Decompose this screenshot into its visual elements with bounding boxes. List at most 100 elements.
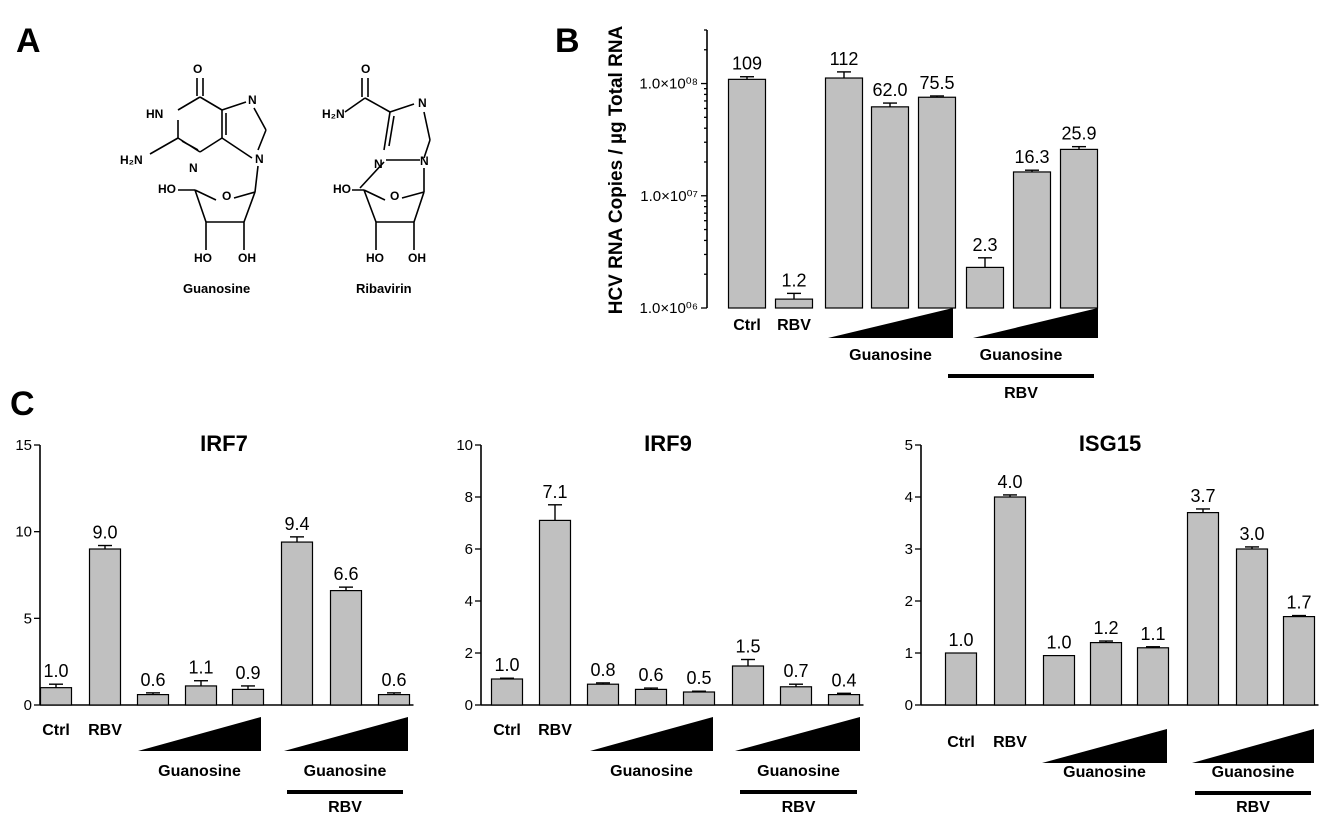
bar-guanosine-1 bbox=[1042, 654, 1076, 706]
data-label: 1.0 bbox=[43, 661, 68, 681]
bar-rbv bbox=[774, 298, 814, 309]
atom-label: O bbox=[222, 189, 231, 203]
bar-guanosine-3 bbox=[917, 96, 957, 309]
data-label: 25.9 bbox=[1061, 124, 1096, 144]
bar-guanosine+rbv-3 bbox=[377, 693, 411, 706]
data-label: 75.5 bbox=[919, 73, 954, 93]
atom-label: HO bbox=[333, 182, 351, 196]
data-label: 6.6 bbox=[333, 564, 358, 584]
atom-label: H₂N bbox=[322, 107, 345, 121]
group-label-rbv: RBV bbox=[1004, 385, 1038, 402]
data-label: 1.2 bbox=[781, 270, 806, 290]
dose-ramp-1 bbox=[828, 308, 953, 338]
atom-label: N bbox=[255, 152, 264, 166]
guanosine-bonds bbox=[149, 78, 267, 250]
bar-guanosine+rbv-2 bbox=[1012, 171, 1052, 309]
data-label: 3.0 bbox=[1239, 524, 1264, 544]
y-tick-label: 5 bbox=[24, 610, 32, 627]
group-label-guanosine: Guanosine bbox=[849, 347, 932, 364]
y-tick-label: 3 bbox=[905, 541, 913, 558]
bar-ctrl bbox=[490, 678, 524, 706]
category-label-ctrl: Ctrl bbox=[493, 722, 521, 739]
panel-letter-b: B bbox=[555, 22, 580, 60]
panel-letter-c: C bbox=[10, 385, 35, 423]
y-tick-label: 15 bbox=[15, 437, 32, 454]
atom-label: HO bbox=[366, 251, 384, 265]
data-label: 109 bbox=[732, 54, 762, 74]
data-label: 0.8 bbox=[590, 660, 615, 680]
y-tick-label: 0 bbox=[24, 697, 32, 714]
molecule-label: Ribavirin bbox=[356, 281, 412, 296]
bar-guanosine-3 bbox=[682, 691, 716, 706]
data-label: 0.7 bbox=[783, 661, 808, 681]
atom-label: HN bbox=[146, 107, 163, 121]
atom-label: O bbox=[193, 62, 202, 76]
data-label: 1.5 bbox=[735, 637, 760, 657]
atom-label: O bbox=[361, 62, 370, 76]
bar-rbv bbox=[993, 496, 1027, 706]
chart-title: ISG15 bbox=[1079, 431, 1141, 456]
y-tick-label: 10 bbox=[456, 437, 473, 454]
atom-label: HO bbox=[158, 182, 176, 196]
data-label: 9.4 bbox=[284, 514, 309, 534]
bar-guanosine-2 bbox=[184, 685, 218, 706]
atom-label: N bbox=[189, 161, 198, 175]
dose-ramp-1 bbox=[590, 717, 713, 751]
chart-title: IRF7 bbox=[200, 431, 248, 456]
group-label-guanosine: Guanosine bbox=[610, 763, 693, 780]
data-label: 1.0 bbox=[1046, 633, 1071, 653]
data-label: 7.1 bbox=[542, 482, 567, 502]
y-tick-label: 1.0×10⁰⁷ bbox=[640, 188, 698, 205]
bar-guanosine-3 bbox=[231, 688, 265, 706]
bar-guanosine+rbv-2 bbox=[329, 589, 363, 706]
data-label: 0.4 bbox=[831, 670, 856, 690]
category-label-rbv: RBV bbox=[993, 734, 1027, 751]
dose-ramp-2 bbox=[284, 717, 408, 751]
chart-title: IRF9 bbox=[644, 431, 692, 456]
bar-guanosine+rbv-3 bbox=[1282, 615, 1316, 706]
bar-guanosine-1 bbox=[136, 693, 170, 706]
y-tick-label: 0 bbox=[465, 697, 473, 714]
data-label: 1.0 bbox=[494, 655, 519, 675]
group-label-guanosine-rbv: Guanosine bbox=[304, 763, 387, 780]
ribavirin-bonds bbox=[344, 78, 431, 250]
bar-guanosine+rbv-2 bbox=[1235, 548, 1269, 706]
molecule-label: Guanosine bbox=[183, 281, 250, 296]
data-label: 16.3 bbox=[1014, 147, 1049, 167]
chart-irf9: 0 2 4 6 8 10 1.0 7.1 0.8 0.6 0.5 1.5 0.7 0.4 IRF9 Ctrl R… bbox=[456, 431, 864, 816]
y-tick-label: 10 bbox=[15, 524, 32, 541]
bar-guanosine+rbv-1 bbox=[1186, 511, 1220, 706]
bar-guanosine-1 bbox=[824, 77, 864, 309]
bar-ctrl bbox=[727, 78, 767, 309]
atom-label: O bbox=[390, 189, 399, 203]
bar-ctrl bbox=[39, 687, 73, 706]
data-label: 9.0 bbox=[92, 523, 117, 543]
atom-label: N bbox=[374, 157, 383, 171]
data-label: 1.1 bbox=[188, 658, 213, 678]
y-tick-label: 4 bbox=[465, 593, 473, 610]
group-label-rbv: RBV bbox=[1236, 799, 1270, 816]
category-label-rbv: RBV bbox=[88, 722, 122, 739]
data-label: 4.0 bbox=[997, 472, 1022, 492]
dose-ramp-1 bbox=[1042, 729, 1167, 763]
bar-guanosine+rbv-2 bbox=[779, 686, 813, 706]
group-label-guanosine-rbv: Guanosine bbox=[1212, 764, 1295, 781]
data-label: 0.9 bbox=[235, 663, 260, 683]
y-tick-label: 0 bbox=[905, 697, 913, 714]
y-axis-label: HCV RNA Copies / µg Total RNA bbox=[606, 25, 627, 314]
y-tick-label: 6 bbox=[465, 541, 473, 558]
bar-rbv bbox=[538, 519, 572, 706]
group-label-guanosine: Guanosine bbox=[1063, 764, 1146, 781]
bar-ctrl bbox=[944, 652, 978, 706]
dose-ramp-2 bbox=[973, 308, 1098, 338]
guanosine-structure: O HN N H₂N N N HO O HO OH Guanosine bbox=[120, 62, 267, 296]
group-label-rbv: RBV bbox=[328, 799, 362, 816]
dose-ramp-1 bbox=[138, 717, 261, 751]
bar-guanosine-2 bbox=[1089, 641, 1123, 706]
category-label-rbv: RBV bbox=[777, 317, 811, 334]
data-label: 1.2 bbox=[1093, 618, 1118, 638]
category-label-ctrl: Ctrl bbox=[42, 722, 70, 739]
panel-a-structures: O HN N H₂N N N HO O HO OH Guanosine O H₂… bbox=[120, 62, 431, 296]
data-label: 2.3 bbox=[972, 235, 997, 255]
group-label-guanosine-rbv: Guanosine bbox=[757, 763, 840, 780]
